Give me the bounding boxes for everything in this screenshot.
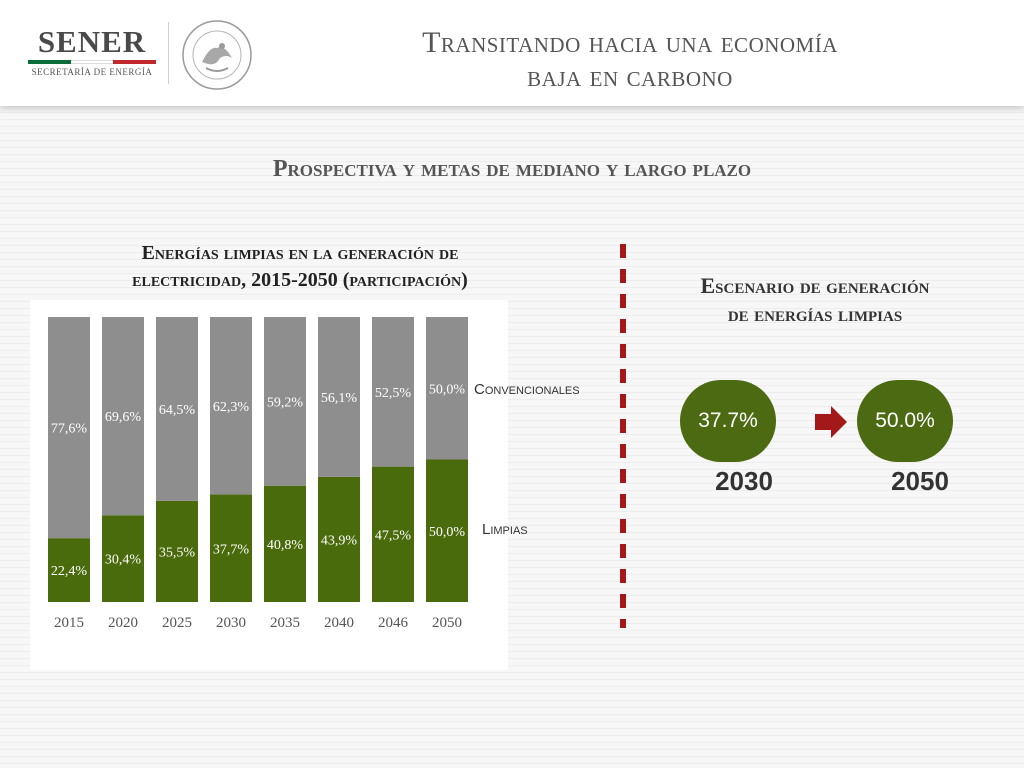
logo-name: SENER [37, 24, 147, 59]
tick-label-2030: 2030 [216, 615, 246, 631]
bar-limpias-2025 [156, 500, 198, 602]
bar-limpias-2035 [264, 485, 306, 602]
chart-title: Energías limpias en la generación de ele… [40, 240, 560, 294]
label-convencionales-2050: 50,0% [429, 382, 466, 397]
right-arrow-icon [815, 406, 847, 438]
bar-limpias-2020 [102, 515, 144, 602]
label-convencionales-2025: 64,5% [159, 403, 196, 418]
tick-label-2040: 2040 [324, 615, 354, 631]
label-limpias-2030: 37,7% [213, 542, 250, 557]
sener-logo: SENER SECRETARÍA DE ENERGÍA [28, 24, 157, 77]
label-limpias-2015: 22,4% [51, 564, 88, 579]
logo-subtitle: SECRETARÍA DE ENERGÍA [31, 67, 153, 77]
tick-label-2035: 2035 [270, 615, 300, 631]
header-bar: SENER SECRETARÍA DE ENERGÍA Transitando … [0, 0, 1024, 106]
tick-label-2046: 2046 [378, 615, 409, 631]
label-limpias-2035: 40,8% [267, 538, 304, 553]
bar-limpias-2046 [372, 466, 414, 602]
bar-limpias-2015 [48, 538, 90, 602]
label-convencionales-2030: 62,3% [213, 400, 250, 415]
dashed-divider [620, 244, 626, 628]
tick-label-2025: 2025 [162, 615, 192, 631]
scenario-year-2030: 2030 [715, 466, 773, 496]
label-convencionales-2046: 52,5% [375, 386, 412, 401]
label-limpias-2025: 35,5% [159, 545, 196, 560]
label-limpias-2020: 30,4% [105, 553, 142, 568]
coat-of-arms-seal-icon [182, 20, 252, 90]
label-convencionales-2015: 77,6% [51, 422, 88, 437]
scenario-title-line1: Escenario de generación [700, 273, 930, 298]
scenario-year-2050: 2050 [891, 466, 949, 496]
page-subtitle: Prospectiva y metas de mediano y largo p… [272, 156, 752, 182]
label-convencionales-2020: 69,6% [105, 410, 142, 425]
scenario-pill-2050: 50.0% [857, 380, 953, 462]
header-title: Transitando hacia una economía baja en c… [300, 26, 960, 94]
scenario-title-line2: de energías limpias [727, 301, 903, 326]
label-convencionales-2035: 59,2% [267, 395, 304, 410]
bar-convencionales-2020 [102, 317, 144, 516]
label-limpias-2046: 47,5% [375, 528, 412, 543]
bar-convencionales-2015 [48, 317, 90, 539]
chart-title-line1: Energías limpias en la generación de [141, 242, 459, 264]
bar-convencionales-2046 [372, 317, 414, 467]
scenario-pill-2030: 37.7% [680, 380, 776, 462]
bar-limpias-2030 [210, 494, 252, 602]
logo-flag-bar [28, 60, 157, 64]
tick-label-2015: 2015 [54, 615, 84, 631]
bar-convencionales-2040 [318, 317, 360, 477]
legend-limpias: Limpias [482, 521, 528, 538]
header-title-line2: baja en carbono [527, 60, 733, 93]
header-title-line1: Transitando hacia una economía [422, 26, 838, 59]
bar-convencionales-2050 [426, 317, 468, 460]
logo-divider [168, 22, 169, 84]
label-limpias-2040: 43,9% [321, 533, 358, 548]
bar-convencionales-2030 [210, 317, 252, 495]
label-convencionales-2040: 56,1% [321, 391, 358, 406]
tick-label-2020: 2020 [108, 615, 138, 631]
bar-limpias-2040 [318, 476, 360, 602]
scenario-title: Escenario de generación de energías limp… [640, 272, 990, 328]
tick-label-2050: 2050 [432, 615, 462, 631]
bar-convencionales-2035 [264, 317, 306, 486]
chart-title-line2: electricidad, 2015-2050 (participación) [132, 269, 468, 291]
bar-limpias-2050 [426, 459, 468, 602]
label-limpias-2050: 50,0% [429, 525, 466, 540]
bar-convencionales-2025 [156, 317, 198, 501]
legend-convencionales: Convencionales [474, 381, 580, 398]
